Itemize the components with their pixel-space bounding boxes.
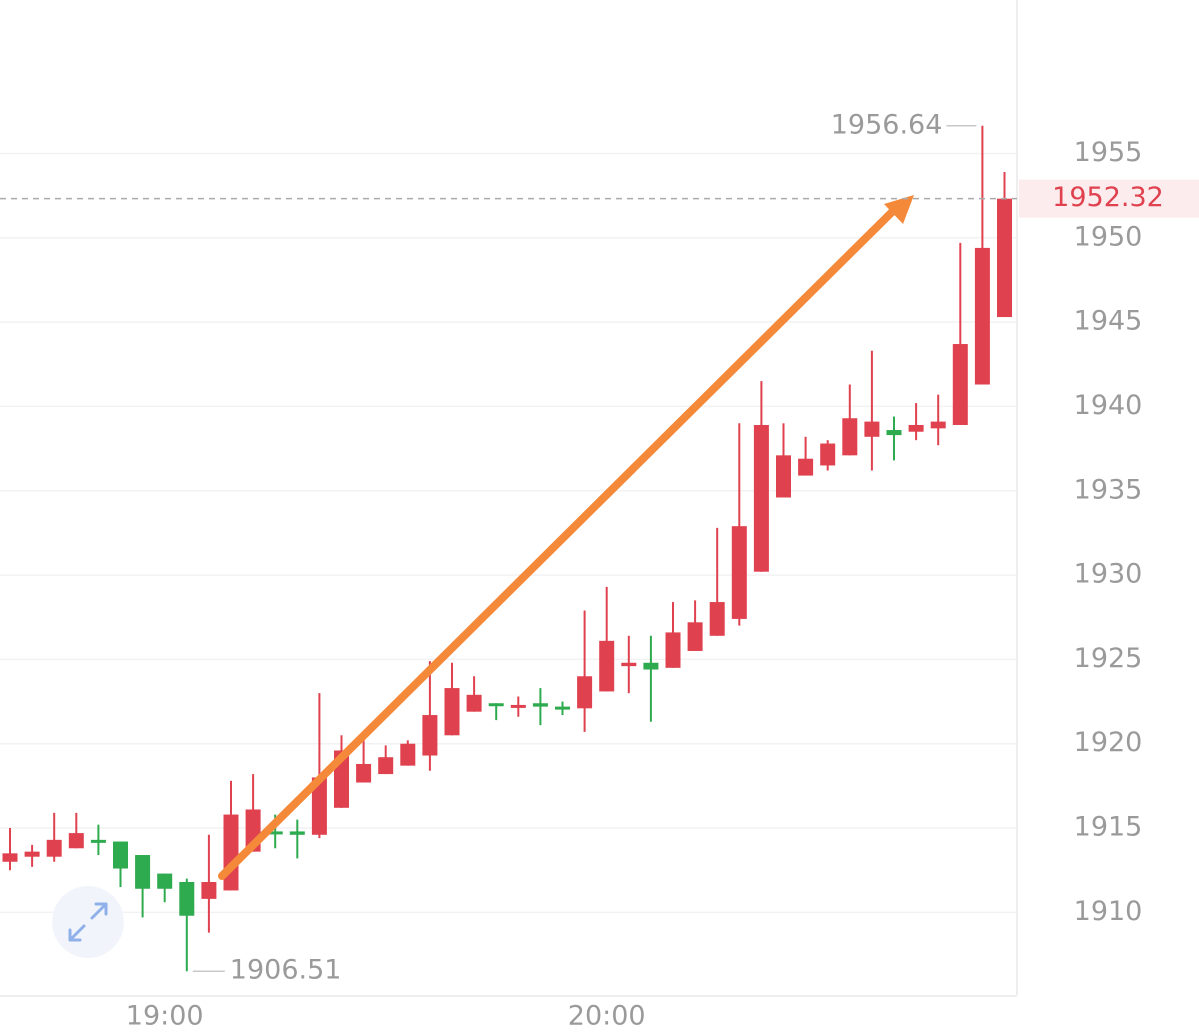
candle-body (201, 882, 217, 899)
candle-body (135, 855, 151, 889)
x-tick-label: 20:00 (568, 1001, 646, 1032)
y-tick-label: 1935 (1074, 474, 1143, 505)
candle-body (709, 602, 725, 636)
candle-body (90, 839, 106, 843)
arrow-shaft (218, 204, 900, 880)
labels: 1910 1915 1920 1925 1930 1935 1940 1945 1950 1955… (0, 109, 1199, 1032)
candle-body (289, 831, 305, 835)
candle-body (621, 662, 637, 667)
candle-body (46, 839, 62, 857)
arrow-head (884, 195, 914, 224)
candle-body (510, 704, 526, 708)
candle-body (753, 424, 769, 572)
candle-body (422, 715, 438, 756)
candle-body (24, 851, 40, 857)
candle-body (157, 873, 173, 889)
last-price-label: 1952.32 (1052, 182, 1164, 213)
candle-body (532, 703, 548, 707)
y-tick-label: 1925 (1074, 643, 1143, 674)
y-tick-label: 1945 (1074, 306, 1143, 337)
candles (2, 125, 1012, 972)
candle-body (687, 622, 703, 651)
candle-body (842, 418, 858, 456)
candle-body (577, 676, 593, 709)
candle-body (2, 853, 18, 862)
candle-body (599, 640, 615, 692)
candle-body (886, 430, 902, 436)
candle-body (643, 662, 659, 670)
candle-body (400, 743, 416, 766)
expand-bg[interactable] (52, 886, 124, 958)
min-label: 1906.51 (230, 955, 342, 986)
candle-body (223, 814, 239, 891)
y-tick-label: 1955 (1074, 137, 1143, 168)
candle-body (179, 882, 195, 916)
candle-body (820, 443, 836, 466)
candle-body (930, 421, 946, 429)
candle-body (731, 526, 747, 619)
y-tick-label: 1920 (1074, 727, 1143, 758)
candle-body (997, 198, 1012, 318)
candle-body (378, 757, 394, 775)
y-tick-label: 1910 (1074, 896, 1143, 927)
candle-body (466, 694, 482, 712)
candle-body (267, 831, 283, 835)
expand-button[interactable] (52, 886, 124, 958)
trend-arrow (218, 195, 914, 880)
y-tick-label: 1950 (1074, 221, 1143, 252)
candle-body (311, 777, 327, 835)
expand-icon[interactable] (68, 902, 108, 942)
candle-body (488, 703, 504, 707)
candle-body (444, 688, 460, 736)
x-tick-label: 19:00 (126, 1001, 204, 1032)
y-tick-label: 1940 (1074, 390, 1143, 421)
candle-body (68, 833, 84, 849)
grid (0, 152, 1017, 914)
max-label: 1956.64 (831, 109, 943, 140)
candle-body (974, 247, 990, 385)
candle-body (908, 424, 924, 432)
candle-body (555, 706, 570, 710)
y-tick-label: 1915 (1074, 812, 1143, 843)
candle-body (776, 455, 791, 498)
y-tick-label: 1930 (1074, 559, 1143, 590)
candle-body (798, 458, 814, 476)
candle-body (864, 421, 880, 437)
candle-body (952, 344, 968, 425)
candle-body (113, 841, 128, 869)
candle-body (356, 763, 372, 783)
last-price-bg (1019, 179, 1199, 218)
candle-body (665, 632, 681, 668)
